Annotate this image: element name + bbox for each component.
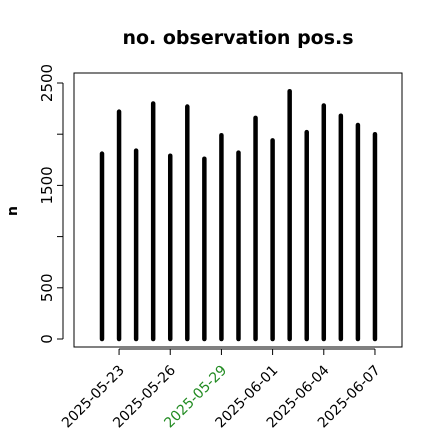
y-tick-label: 1500 [38,166,56,204]
y-axis-label: n [5,206,21,216]
x-axis: 2025-05-232025-05-262025-05-292025-06-01… [59,348,384,431]
y-tick-label: 2500 [38,64,56,102]
chart-title: no. observation pos.s [122,27,353,49]
y-tick-label: 0 [38,334,56,344]
bars [99,88,378,342]
y-tick-label: 500 [38,273,56,302]
plot-area-border [73,72,403,348]
y-axis: 0 500 1500 2500 [38,64,64,344]
